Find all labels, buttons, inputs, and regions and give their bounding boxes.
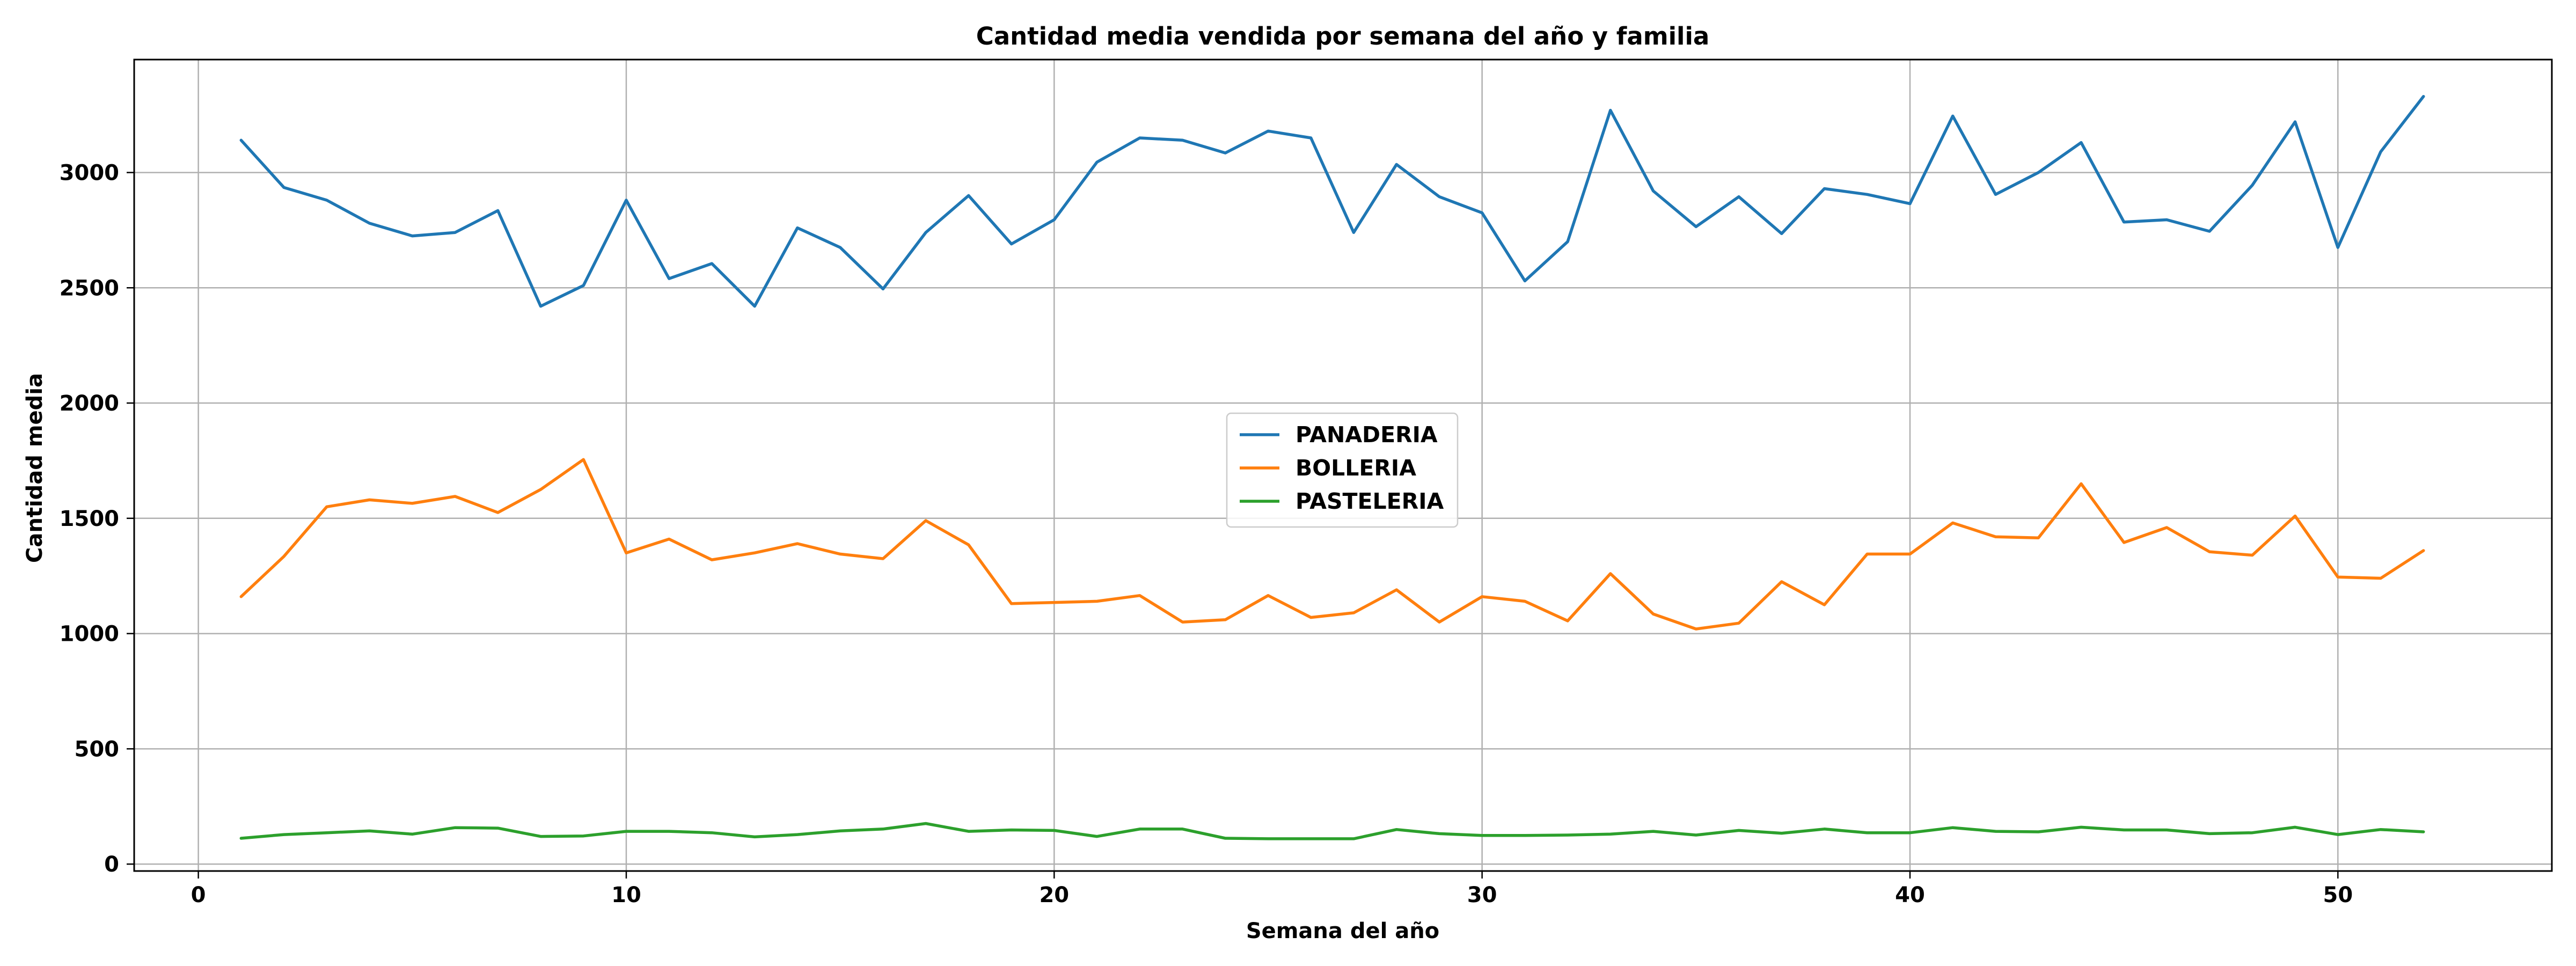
y-tick-label: 2500 xyxy=(60,276,119,301)
y-tick-label: 1500 xyxy=(60,507,119,531)
series-lines xyxy=(239,94,2425,840)
plot-frame xyxy=(133,58,2553,872)
series-line-bolleria xyxy=(239,458,2425,631)
x-tick-label: 10 xyxy=(611,883,641,908)
x-tick-labels: 0 10 20 30 40 50 xyxy=(191,883,2353,908)
tick-marks xyxy=(127,172,2339,879)
y-tick-label: 3000 xyxy=(60,160,119,185)
legend-label-bolleria: BOLLERIA xyxy=(1296,455,1416,481)
series-line-pasteleria xyxy=(239,822,2425,840)
y-tick-label: 1000 xyxy=(60,622,119,647)
y-tick-label: 2000 xyxy=(60,391,119,416)
y-tick-labels: 0 500 1000 1500 2000 2500 3000 xyxy=(60,160,119,877)
legend: PANADERIA BOLLERIA PASTELERIA xyxy=(1226,412,1459,528)
x-tick-label: 20 xyxy=(1039,883,1069,908)
x-tick-label: 50 xyxy=(2323,883,2353,908)
x-tick-label: 30 xyxy=(1467,883,1497,908)
chart-title: Cantidad media vendida por semana del añ… xyxy=(976,22,1710,50)
grid xyxy=(134,60,2552,871)
x-axis-label: Semana del año xyxy=(1246,919,1439,943)
y-axis-label: Cantidad media xyxy=(23,373,47,563)
legend-label-panaderia: PANADERIA xyxy=(1296,422,1438,448)
legend-label-pasteleria: PASTELERIA xyxy=(1296,488,1444,514)
y-tick-label: 0 xyxy=(104,852,119,877)
legend-box xyxy=(1226,412,1459,528)
x-tick-label: 0 xyxy=(191,883,206,908)
y-tick-label: 500 xyxy=(75,737,120,762)
series-line-panaderia xyxy=(239,94,2425,308)
x-tick-label: 40 xyxy=(1895,883,1925,908)
